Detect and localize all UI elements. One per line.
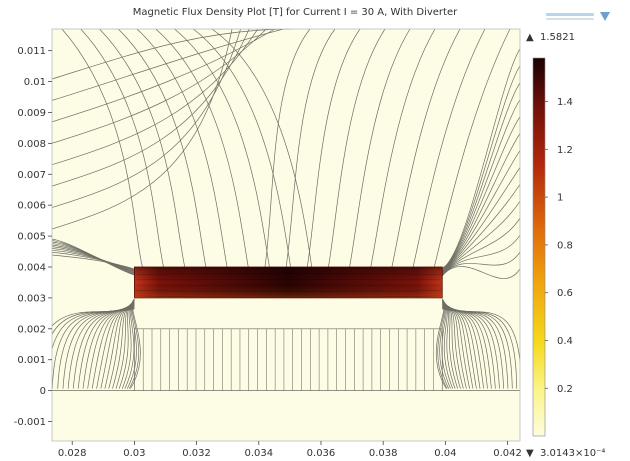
field-line xyxy=(52,29,233,230)
x-tick-label: 0.028 xyxy=(58,448,87,459)
y-tick-label: 0.011 xyxy=(17,46,46,57)
field-line xyxy=(328,29,386,268)
colorbar-min-label: 3.0143×10⁻⁴ xyxy=(540,448,605,459)
field-line xyxy=(52,238,135,276)
x-tick-label: 0.03 xyxy=(123,448,145,459)
field-line xyxy=(441,266,520,279)
y-tick-label: 0 xyxy=(40,386,46,397)
field-line xyxy=(80,29,164,268)
field-line xyxy=(52,29,284,101)
field-line xyxy=(370,29,436,268)
colorbar-min-arrow-icon: ▼ xyxy=(526,448,534,459)
field-line xyxy=(349,29,411,268)
field-line-in-diverter xyxy=(136,267,441,270)
colorbar xyxy=(532,57,546,437)
software-logo-icon xyxy=(546,12,610,21)
field-line xyxy=(52,29,250,187)
y-tick-label: -0.001 xyxy=(14,417,46,428)
y-axis: -0.001 0 0.001 0.002 0.003 0.004 0.005 0.006 0.0… xyxy=(14,46,52,428)
x-axis: 0.028 0.03 0.032 0.034 0.036 0.038 0.04 0.042 xyxy=(58,441,522,459)
colorbar-tick-label: 1.4 xyxy=(557,97,573,108)
field-line xyxy=(61,29,143,268)
field-line xyxy=(442,82,520,270)
plot-frame xyxy=(51,28,521,442)
field-line xyxy=(442,167,520,273)
colorbar-tick-label: 0.2 xyxy=(557,384,573,395)
y-tick-label: 0.008 xyxy=(17,139,46,150)
field-line xyxy=(441,251,520,276)
colorbar-max-label: 1.5821 xyxy=(540,32,575,43)
field-line xyxy=(442,65,520,269)
x-tick-label: 0.04 xyxy=(434,448,456,459)
colorbar-tick-label: 1 xyxy=(557,193,563,204)
diverter-shading xyxy=(134,266,443,298)
colorbar-tick-label: 0.6 xyxy=(557,288,573,299)
y-tick-label: 0.006 xyxy=(17,201,46,212)
field-line xyxy=(442,184,520,274)
field-line xyxy=(193,29,291,268)
geometry-regions xyxy=(134,266,443,299)
colorbar-ticks: 0.2 0.4 0.6 0.8 1 1.2 1.4 xyxy=(545,97,573,395)
colorbar-max-arrow-icon: ▲ xyxy=(526,32,534,43)
x-tick-label: 0.036 xyxy=(307,448,336,459)
field-line xyxy=(264,29,311,268)
field-line xyxy=(52,29,241,208)
field-line xyxy=(155,29,249,268)
x-tick-label: 0.042 xyxy=(493,448,522,459)
field-line xyxy=(442,201,520,274)
x-tick-label: 0.034 xyxy=(244,448,273,459)
field-line-in-diverter xyxy=(136,290,441,292)
field-line xyxy=(285,29,336,268)
field-line xyxy=(52,308,135,327)
field-line xyxy=(442,308,520,367)
y-tick-label: 0.009 xyxy=(17,108,46,119)
field-line xyxy=(412,29,486,268)
field-line xyxy=(391,29,461,268)
y-tick-label: 0.01 xyxy=(24,77,46,88)
field-lines xyxy=(52,29,520,391)
field-line xyxy=(52,251,135,270)
field-line xyxy=(442,99,520,271)
field-line xyxy=(442,218,520,275)
field-line xyxy=(52,29,276,123)
y-tick-label: 0.007 xyxy=(17,170,46,181)
field-line xyxy=(52,29,293,80)
y-tick-label: 0.003 xyxy=(17,293,46,304)
field-line xyxy=(442,116,520,271)
field-line xyxy=(442,150,520,272)
chart-title: Magnetic Flux Density Plot [T] for Curre… xyxy=(133,7,458,18)
field-line xyxy=(442,48,520,269)
field-line xyxy=(118,29,207,268)
x-tick-label: 0.032 xyxy=(182,448,211,459)
field-line xyxy=(442,234,520,275)
colorbar-tick-label: 0.4 xyxy=(557,336,573,347)
y-tick-label: 0.004 xyxy=(17,262,46,273)
y-tick-label: 0.001 xyxy=(17,355,46,366)
field-line-in-diverter xyxy=(136,273,441,275)
field-line xyxy=(52,254,135,270)
field-line xyxy=(211,29,313,268)
colorbar-tick-label: 1.2 xyxy=(557,145,573,156)
colorbar-tick-label: 0.8 xyxy=(557,240,573,251)
y-tick-label: 0.005 xyxy=(17,232,46,243)
field-line xyxy=(52,29,259,166)
field-line xyxy=(306,29,361,268)
field-line xyxy=(433,29,511,268)
x-tick-label: 0.038 xyxy=(369,448,398,459)
field-line xyxy=(136,29,228,268)
field-line xyxy=(442,133,520,272)
y-tick-label: 0.002 xyxy=(17,324,46,335)
field-line xyxy=(99,29,186,268)
field-line-in-diverter xyxy=(136,295,441,298)
